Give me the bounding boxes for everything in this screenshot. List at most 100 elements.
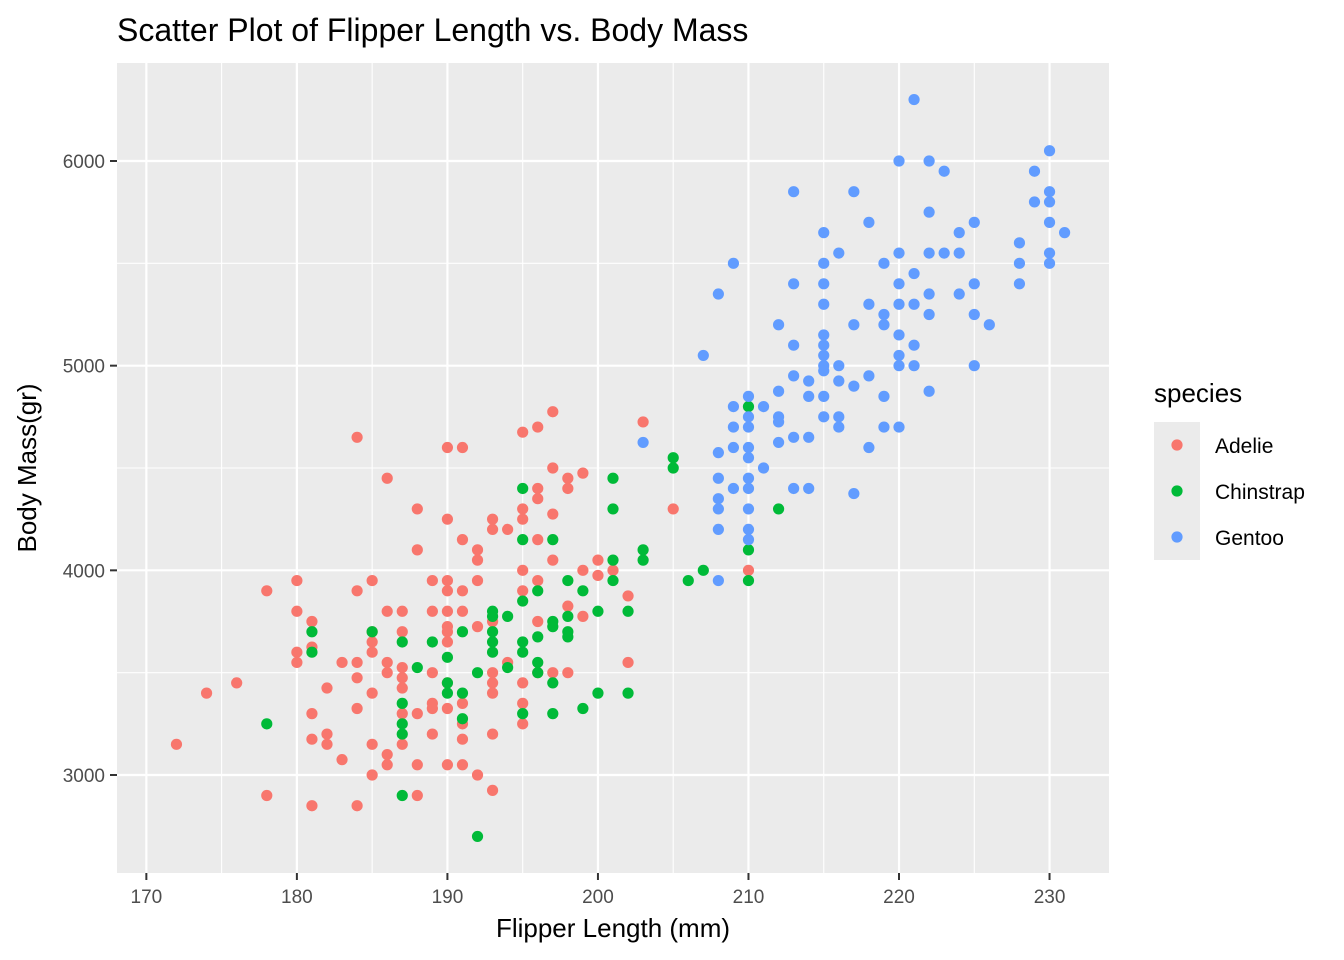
y-tick-label: 3000 (63, 766, 105, 787)
data-point (742, 452, 755, 464)
data-point (592, 569, 604, 582)
data-point (366, 769, 378, 781)
data-point (1043, 247, 1056, 259)
data-point (261, 789, 273, 802)
data-point (607, 554, 619, 566)
data-point (261, 718, 273, 730)
data-point (742, 390, 755, 402)
data-point (532, 493, 544, 505)
data-point (532, 534, 544, 546)
data-point (231, 677, 243, 689)
data-point (712, 574, 724, 587)
data-point (291, 656, 303, 669)
data-point (637, 436, 649, 449)
data-point (486, 667, 499, 679)
data-point (547, 677, 559, 689)
data-point (863, 298, 875, 310)
data-point (517, 426, 529, 438)
data-point (742, 482, 755, 495)
data-point (471, 830, 484, 843)
data-point (486, 513, 499, 525)
data-point (1028, 165, 1041, 177)
data-point (321, 682, 333, 694)
data-point (938, 247, 950, 259)
data-point (517, 482, 529, 495)
data-point (1028, 196, 1041, 208)
data-point (742, 534, 755, 546)
data-point (381, 656, 393, 669)
data-point (818, 329, 830, 341)
data-point (441, 441, 454, 454)
data-point (351, 800, 363, 812)
data-point (396, 697, 408, 709)
data-point (1043, 186, 1056, 198)
data-point (742, 472, 755, 484)
data-point (411, 708, 423, 720)
data-point (818, 278, 830, 290)
data-point (833, 421, 845, 433)
data-point (562, 631, 574, 643)
data-point (607, 472, 619, 484)
data-point (471, 554, 484, 566)
data-point (803, 390, 815, 402)
data-point (757, 400, 770, 413)
data-point (742, 503, 755, 515)
data-point (306, 733, 318, 745)
data-point (1013, 278, 1026, 290)
data-point (878, 319, 890, 331)
data-point (456, 605, 469, 617)
data-point (486, 626, 499, 638)
data-point (772, 319, 785, 331)
data-point (532, 631, 544, 643)
data-point (456, 687, 469, 699)
data-point (803, 375, 815, 387)
data-point (637, 544, 649, 556)
data-point (818, 257, 830, 269)
data-point (381, 667, 393, 679)
data-point (893, 349, 905, 362)
data-point (833, 375, 845, 387)
data-point (968, 278, 980, 290)
data-point (441, 574, 454, 587)
x-tick-label: 210 (733, 887, 765, 908)
data-point (532, 482, 544, 495)
data-point (1043, 216, 1056, 228)
data-point (532, 656, 544, 669)
data-point (592, 554, 604, 566)
data-point (291, 646, 303, 658)
data-point (562, 482, 574, 495)
data-point (366, 646, 378, 658)
data-point (411, 503, 423, 515)
data-point (396, 672, 408, 684)
data-point (336, 656, 348, 669)
data-point (923, 206, 935, 218)
data-point (517, 708, 529, 720)
data-point (983, 319, 995, 331)
x-tick-label: 230 (1034, 887, 1066, 908)
data-point (532, 615, 544, 628)
data-point (667, 452, 679, 464)
data-point (426, 605, 438, 617)
data-point (893, 155, 905, 167)
series-gentoo (637, 93, 1071, 587)
data-point (1058, 227, 1071, 239)
data-point (742, 544, 755, 556)
data-point (170, 738, 183, 750)
x-tick-label: 170 (131, 887, 163, 908)
data-point (396, 626, 408, 638)
data-point (366, 626, 378, 638)
data-point (833, 360, 845, 372)
data-point (306, 615, 318, 628)
data-point (486, 728, 499, 740)
data-point (502, 610, 514, 622)
data-point (456, 534, 469, 546)
data-point (200, 687, 213, 699)
data-point (381, 759, 393, 771)
data-point (712, 503, 724, 515)
data-point (923, 155, 935, 167)
legend-keys: Adelie Chinstrap Gentoo (1154, 422, 1305, 560)
data-point (622, 687, 634, 699)
data-point (592, 605, 604, 617)
data-point (727, 257, 740, 269)
data-point (863, 441, 875, 454)
